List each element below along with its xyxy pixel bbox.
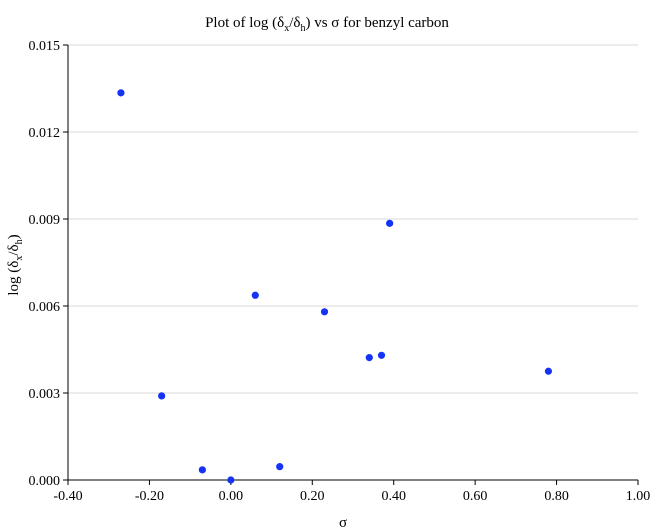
data-point: [377, 351, 386, 359]
data-point: [117, 89, 125, 97]
y-tick-label: 0.009: [29, 213, 61, 228]
x-tick-label: 0.80: [544, 489, 569, 504]
x-tick-label: 1.00: [626, 489, 651, 504]
y-tick-label: 0.006: [29, 300, 61, 315]
x-tick-label: -0.40: [53, 489, 82, 504]
data-points: [117, 89, 553, 484]
data-point: [227, 476, 235, 484]
data-point: [365, 354, 373, 362]
data-point: [198, 466, 206, 474]
y-tick-label: 0.000: [29, 474, 61, 489]
x-tick-label: 0.20: [300, 489, 325, 504]
x-tick-label: 0.00: [219, 489, 244, 504]
gridlines: [68, 44, 638, 394]
data-point: [386, 219, 394, 227]
y-tick-label: 0.003: [29, 387, 61, 402]
chart-title: Plot of log (δx/δh) vs σ for benzyl carb…: [205, 15, 449, 34]
data-point: [544, 367, 553, 375]
data-point: [276, 463, 284, 471]
x-axis-title: σ: [339, 515, 347, 531]
data-point: [158, 392, 166, 400]
x-tick-labels: -0.40 -0.20 0.00 0.20 0.40 0.60 0.80 1.00: [53, 489, 650, 504]
data-point: [251, 291, 259, 299]
y-tick-labels: 0.000 0.003 0.006 0.009 0.012 0.015: [29, 39, 61, 489]
y-axis-title: log (δx/δh): [6, 234, 25, 295]
x-tick-label: -0.20: [135, 489, 164, 504]
y-tick-label: 0.015: [29, 39, 61, 54]
x-tick-label: 0.40: [381, 489, 406, 504]
data-point: [320, 308, 329, 316]
x-tick-label: 0.60: [463, 489, 488, 504]
y-tick-label: 0.012: [29, 126, 61, 141]
axes: [63, 44, 639, 485]
